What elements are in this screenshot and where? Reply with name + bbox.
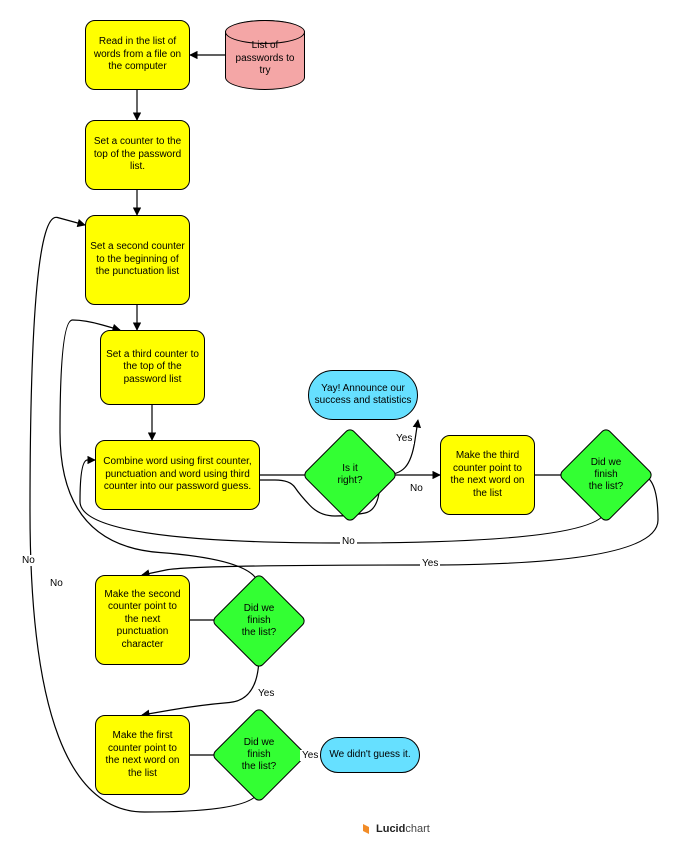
node-label: Set a counter to the top of the password…: [90, 136, 185, 174]
node-label: Set a third counter to the top of the pa…: [105, 349, 200, 387]
node-advance-third-counter: Make the third counter point to the next…: [440, 435, 535, 515]
edge-label: No: [20, 555, 37, 566]
node-label: Set a second counter to the beginning of…: [90, 241, 185, 279]
node-label: Make the second counter point to the nex…: [100, 589, 185, 652]
node-label: We didn't guess it.: [329, 749, 410, 762]
node-set-counter-1: Set a counter to the top of the password…: [85, 120, 190, 190]
edge-label: No: [48, 578, 65, 589]
node-label: Did we finish the list?: [239, 603, 279, 639]
node-terminator-fail: We didn't guess it.: [320, 737, 420, 773]
node-advance-second-counter: Make the second counter point to the nex…: [95, 575, 190, 665]
watermark-text: Lucidchart: [376, 823, 430, 835]
node-combine-guess: Combine word using first counter, punctu…: [95, 440, 260, 510]
node-label: Is it right?: [330, 463, 370, 487]
node-decision-is-right: Is it right?: [316, 441, 384, 509]
edge-label: No: [340, 536, 357, 547]
node-decision-finish-2: Did we finish the list?: [225, 587, 293, 655]
edge-label: Yes: [256, 688, 276, 699]
node-decision-finish-1: Did we finish the list?: [225, 721, 293, 789]
node-label: Did we finish the list?: [586, 457, 626, 493]
edge-label: Yes: [394, 433, 414, 444]
node-advance-first-counter: Make the first counter point to the next…: [95, 715, 190, 795]
node-label: Make the first counter point to the next…: [100, 730, 185, 780]
node-label: Make the third counter point to the next…: [445, 450, 530, 500]
edge-label: No: [408, 483, 425, 494]
node-set-counter-3: Set a third counter to the top of the pa…: [100, 330, 205, 405]
edge-label: Yes: [300, 750, 320, 761]
node-label: Did we finish the list?: [239, 737, 279, 773]
lucidchart-watermark: Lucidchart: [360, 823, 430, 835]
node-decision-finish-3: Did we finish the list?: [572, 441, 640, 509]
node-set-counter-2: Set a second counter to the beginning of…: [85, 215, 190, 305]
node-read-file: Read in the list of words from a file on…: [85, 20, 190, 90]
node-label: Yay! Announce our success and statistics: [313, 383, 413, 408]
edge-label: Yes: [420, 558, 440, 569]
lucidchart-icon: [360, 823, 372, 835]
node-label: Combine word using first counter, punctu…: [100, 456, 255, 494]
node-datastore-passwords: List of passwords to try: [225, 20, 305, 90]
node-label: List of passwords to try: [230, 40, 300, 78]
node-label: Read in the list of words from a file on…: [90, 36, 185, 74]
node-terminator-success: Yay! Announce our success and statistics: [308, 370, 418, 420]
